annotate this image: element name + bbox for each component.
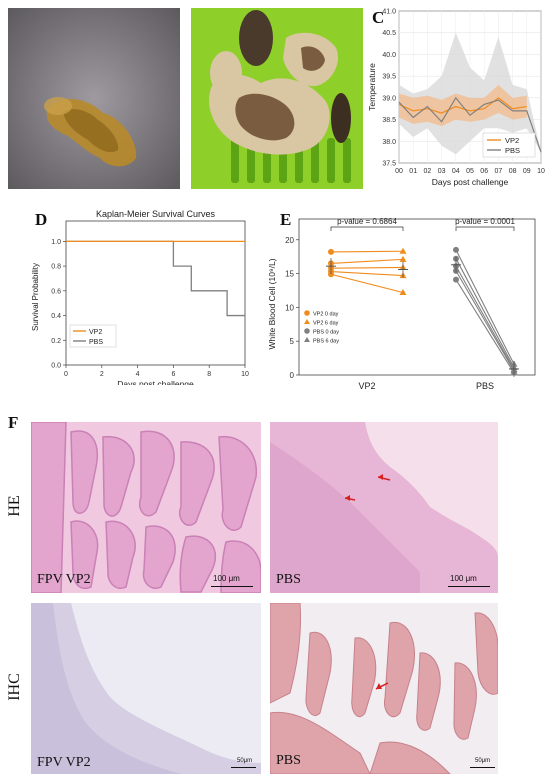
legend-label: PBS 6 day [313,339,339,345]
legend-label-vp2: VP2 [89,329,102,336]
y-tick-label: 0.4 [51,313,61,320]
photo-panel-a [8,8,180,189]
he-pbs-scale-text: 100 μm [450,574,477,583]
he-pbs-tissue [270,422,498,593]
x-tick-label: 03 [438,168,446,175]
x-tick-label: 00 [395,168,403,175]
p-value-annotation: p-value = 0.0001 [455,217,515,226]
chart-title: Kaplan-Meier Survival Curves [96,209,216,219]
he-pbs-scale-bar [448,586,490,587]
he-vp2-scale-text: 100 μm [213,574,240,583]
he-vp2-scale-bar [211,586,253,587]
paired-line [331,267,403,268]
x-tick-label: 07 [495,168,503,175]
category-label-pbs: PBS [476,381,494,391]
y-tick-label: 38.5 [382,117,396,124]
x-tick-label: 08 [509,168,517,175]
ihc-vp2-scale-text: 50μm [237,758,252,764]
row-label-he: HE [6,491,24,521]
he-vp2-label: FPV VP2 [37,572,91,588]
gross-specimen-photo-a [8,8,180,189]
y-tick-label: 37.5 [382,161,396,168]
white-blood-cell-chart: 0 5 10 15 20 White Blood Cell (10⁹/L) VP2 PBS p-… [265,205,540,395]
gross-specimen-photo-b [191,8,363,189]
micrograph-ihc-vp2: FPV VP2 50μm [31,603,261,774]
x-tick-label: 2 [100,371,104,378]
x-tick-label: 06 [480,168,488,175]
y-tick-label: 15 [285,270,294,279]
legend-marker-circle [304,328,310,334]
y-tick-label: 40.5 [382,30,396,37]
legend-marker-circle [304,310,310,316]
plot-area [299,219,535,375]
micrograph-he-pbs: PBS 100 μm [270,422,498,593]
y-tick-label: 0 [290,371,295,380]
data-point-0-day [453,247,459,253]
legend-label-pbs: PBS [89,339,103,346]
y-axis-label: Survival Probability [31,263,40,331]
row-label-ihc: IHC [6,672,24,702]
x-tick-label: 4 [136,371,140,378]
legend-label-vp2: VP2 [505,136,519,145]
he-vp2-tissue [31,422,261,593]
x-tick-label: 10 [241,371,249,378]
photo-panel-b [191,8,363,189]
legend-label: VP2 6 day [313,321,339,327]
y-tick-label: 39.5 [382,74,396,81]
x-tick-label: 05 [466,168,474,175]
micrograph-he-vp2: FPV VP2 100 μm [31,422,261,593]
x-tick-label: 0 [64,371,68,378]
p-value-annotation: p-value = 0.6864 [337,217,397,226]
y-tick-label: 0.2 [51,338,61,345]
y-tick-label: 39.0 [382,95,396,102]
y-tick-label: 0.6 [51,288,61,295]
he-pbs-label: PBS [276,572,301,588]
data-point-0-day [453,277,459,283]
y-axis-label: White Blood Cell (10⁹/L) [267,258,277,349]
ihc-vp2-label: FPV VP2 [37,755,91,771]
ihc-pbs-label: PBS [276,753,301,769]
x-tick-label: 8 [207,371,211,378]
y-axis-label: Temperature [367,63,377,111]
kaplan-meier-chart: Kaplan-Meier Survival Curves 0.0 0.2 0.4 0.6… [30,205,255,385]
x-tick-label: 09 [523,168,531,175]
x-tick-label: 04 [452,168,460,175]
y-tick-label: 0.0 [51,363,61,370]
data-point-0-day [328,249,334,255]
panel-letter-f: F [8,413,18,433]
y-tick-label: 0.8 [51,264,61,271]
legend-label-pbs: PBS [505,146,520,155]
micrograph-ihc-pbs: PBS 50μm [270,603,498,774]
legend-label: PBS 0 day [313,330,339,336]
x-tick-label: 01 [409,168,417,175]
x-tick-label: 02 [424,168,432,175]
category-label-vp2: VP2 [358,381,375,391]
ihc-vp2-tissue [31,603,261,774]
y-tick-label: 10 [285,303,294,312]
legend-label: VP2 0 day [313,312,339,318]
x-axis-label: Days post challenge [432,177,509,187]
ihc-vp2-scale-bar [231,767,256,768]
ihc-pbs-scale-text: 50μm [475,758,490,764]
paired-line [331,251,403,252]
y-tick-label: 40.0 [382,52,396,59]
ihc-pbs-scale-bar [470,767,495,768]
x-tick-label: 10 [537,168,545,175]
temperature-line-chart: 37.5 38.0 38.5 39.0 39.5 40.0 40.5 41.0 00 01 02 03… [365,5,548,190]
y-tick-label: 1.0 [51,239,61,246]
y-tick-label: 41.0 [382,9,396,16]
y-tick-label: 20 [285,236,294,245]
y-tick-label: 38.0 [382,139,396,146]
x-tick-label: 6 [171,371,175,378]
y-tick-label: 5 [290,337,295,346]
ihc-pbs-tissue [270,603,498,774]
x-axis-label: Days post challenge [117,379,194,385]
